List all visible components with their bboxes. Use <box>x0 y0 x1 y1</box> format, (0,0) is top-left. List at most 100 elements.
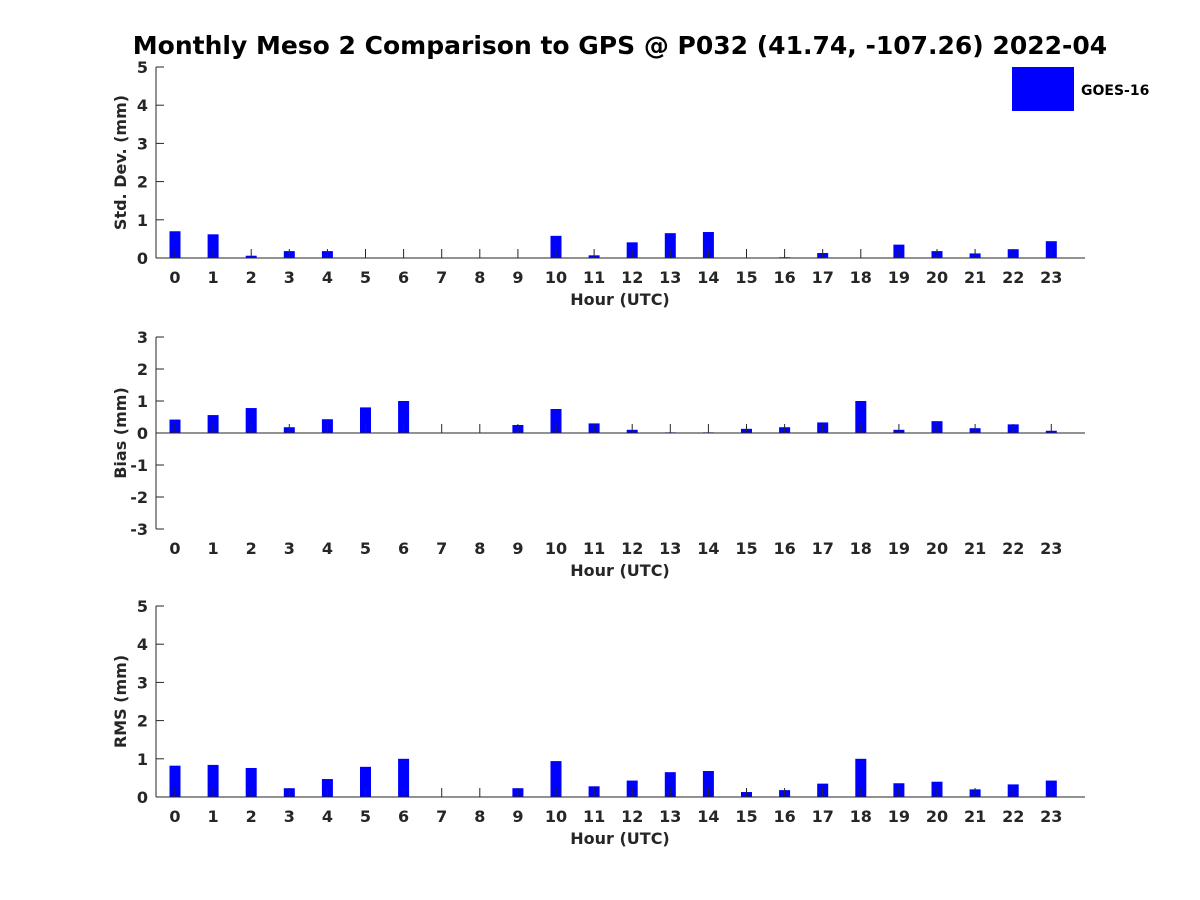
bar-rms-6 <box>398 758 410 797</box>
x-axis-label: Hour (UTC) <box>570 829 670 848</box>
x-tick-label: 6 <box>398 539 409 558</box>
bar-std-dev-10 <box>550 235 562 258</box>
panel-std-dev: 0 1 2 3 4 5 6 7 8 9 10 11 12 13 14 15 16 17 18 19 20 21 22 2301… <box>111 58 1085 309</box>
x-tick-label: 11 <box>583 268 605 287</box>
x-tick-label: 19 <box>888 268 910 287</box>
bar-rms-0 <box>169 765 181 797</box>
x-tick-label: 16 <box>773 807 795 826</box>
x-tick-label: 0 <box>169 539 180 558</box>
bar-bias-2 <box>245 408 257 433</box>
x-tick-label: 11 <box>583 807 605 826</box>
panel-bias: 0 1 2 3 4 5 6 7 8 9 10 11 12 13 14 15 16 17 18 19 20 21 22 23-3… <box>111 328 1085 580</box>
x-tick-label: 13 <box>659 539 681 558</box>
y-axis-label: Bias (mm) <box>111 387 130 479</box>
x-tick-label: 0 <box>169 807 180 826</box>
x-tick-label: 15 <box>735 539 757 558</box>
x-tick-label: 12 <box>621 807 643 826</box>
x-tick-label: 8 <box>474 268 485 287</box>
y-axis-label: Std. Dev. (mm) <box>111 95 130 230</box>
bar-rms-10 <box>550 761 562 797</box>
y-tick-label: 5 <box>137 597 148 616</box>
x-tick-label: 5 <box>360 539 371 558</box>
x-tick-label: 10 <box>545 539 567 558</box>
x-tick-label: 22 <box>1002 268 1024 287</box>
x-tick-label: 21 <box>964 268 986 287</box>
y-tick-label: 3 <box>137 328 148 347</box>
x-tick-label: 7 <box>436 268 447 287</box>
y-tick-label: 2 <box>137 360 148 379</box>
x-tick-label: 7 <box>436 807 447 826</box>
x-tick-label: 13 <box>659 268 681 287</box>
x-tick-label: 17 <box>812 268 834 287</box>
x-tick-label: 20 <box>926 539 948 558</box>
x-tick-label: 19 <box>888 539 910 558</box>
legend-swatch <box>1012 67 1074 111</box>
y-tick-label: 0 <box>137 249 148 268</box>
y-tick-label: 2 <box>137 712 148 731</box>
x-tick-label: 15 <box>735 807 757 826</box>
bar-bias-18 <box>855 401 867 433</box>
x-tick-label: 10 <box>545 268 567 287</box>
panel-rms: 0 1 2 3 4 5 6 7 8 9 10 11 12 13 14 15 16 17 18 19 20 21 22 2301… <box>111 597 1085 848</box>
legend: GOES-16 <box>1012 67 1149 111</box>
x-tick-label: 21 <box>964 807 986 826</box>
y-tick-label: 5 <box>137 58 148 77</box>
bar-bias-10 <box>550 409 562 433</box>
x-tick-label: 11 <box>583 539 605 558</box>
x-tick-label: 3 <box>284 268 295 287</box>
x-tick-label: 4 <box>322 539 333 558</box>
x-tick-label: 23 <box>1040 539 1062 558</box>
x-tick-label: 8 <box>474 539 485 558</box>
bar-std-dev-1 <box>207 234 219 258</box>
x-tick-label: 12 <box>621 268 643 287</box>
x-tick-label: 13 <box>659 807 681 826</box>
y-tick-label: 4 <box>137 96 148 115</box>
x-tick-label: 15 <box>735 268 757 287</box>
bar-std-dev-13 <box>664 233 676 258</box>
x-tick-label: 14 <box>697 539 719 558</box>
x-tick-label: 22 <box>1002 539 1024 558</box>
y-tick-label: -1 <box>130 456 148 475</box>
bar-rms-2 <box>245 767 257 797</box>
y-tick-label: -2 <box>130 488 148 507</box>
x-tick-label: 5 <box>360 268 371 287</box>
x-tick-label: 20 <box>926 807 948 826</box>
y-tick-label: -3 <box>130 520 148 539</box>
x-tick-label: 18 <box>850 807 872 826</box>
x-tick-label: 9 <box>512 268 523 287</box>
y-tick-label: 4 <box>137 635 148 654</box>
x-tick-label: 16 <box>773 268 795 287</box>
y-tick-label: 0 <box>137 424 148 443</box>
legend-label: GOES-16 <box>1081 83 1149 99</box>
x-tick-label: 1 <box>208 807 219 826</box>
y-tick-label: 1 <box>137 211 148 230</box>
x-tick-label: 21 <box>964 539 986 558</box>
x-tick-label: 2 <box>246 807 257 826</box>
x-tick-label: 12 <box>621 539 643 558</box>
x-tick-label: 10 <box>545 807 567 826</box>
bar-rms-1 <box>207 764 219 797</box>
x-tick-label: 23 <box>1040 807 1062 826</box>
x-tick-label: 16 <box>773 539 795 558</box>
x-tick-label: 8 <box>474 807 485 826</box>
bar-rms-18 <box>855 758 867 797</box>
x-tick-label: 14 <box>697 807 719 826</box>
x-tick-label: 7 <box>436 539 447 558</box>
x-tick-label: 23 <box>1040 268 1062 287</box>
x-tick-label: 20 <box>926 268 948 287</box>
x-tick-label: 4 <box>322 807 333 826</box>
bar-rms-13 <box>664 772 676 797</box>
y-tick-label: 0 <box>137 788 148 807</box>
y-tick-label: 3 <box>137 134 148 153</box>
x-tick-label: 2 <box>246 268 257 287</box>
bar-bias-5 <box>360 407 371 433</box>
bar-rms-14 <box>702 771 714 797</box>
y-tick-label: 1 <box>137 750 148 769</box>
x-tick-label: 18 <box>850 268 872 287</box>
x-tick-label: 17 <box>812 539 834 558</box>
x-tick-label: 6 <box>398 268 409 287</box>
x-tick-label: 18 <box>850 539 872 558</box>
x-tick-label: 19 <box>888 807 910 826</box>
x-tick-label: 2 <box>246 539 257 558</box>
